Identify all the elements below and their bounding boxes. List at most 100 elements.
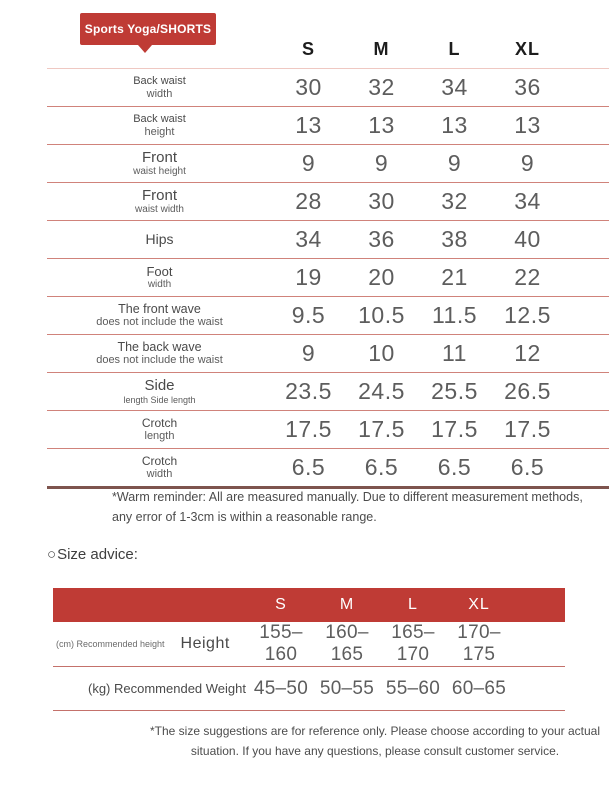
table-row: Front waist height 9 9 9 9 — [47, 144, 609, 183]
row-label-secondary: waist height — [133, 166, 186, 178]
size-value: 36 — [368, 226, 395, 252]
advice-value: 165–170 — [391, 622, 435, 665]
size-value: 30 — [295, 74, 322, 100]
size-value: 17.5 — [358, 416, 405, 442]
size-value: 6.5 — [364, 454, 399, 480]
size-value: 20 — [368, 264, 395, 290]
size-value: 10 — [368, 340, 395, 366]
advice-column-header-s: S — [275, 596, 287, 613]
table-row: Side length Side length 23.5 24.5 25.5 26… — [47, 372, 609, 411]
size-value: 9 — [301, 150, 316, 176]
size-value: 10.5 — [358, 302, 405, 328]
size-value: 22 — [514, 264, 541, 290]
size-value: 40 — [514, 226, 541, 252]
size-value: 34 — [295, 226, 322, 252]
row-label-secondary: length Side length — [123, 395, 196, 406]
advice-row-label-small: (cm) Recommended height — [56, 639, 165, 649]
warm-reminder-note: *Warm reminder: All are measured manuall… — [112, 490, 583, 524]
size-value: 28 — [295, 188, 322, 214]
row-label-primary: Front — [141, 186, 177, 204]
size-value: 34 — [514, 188, 541, 214]
size-value: 17.5 — [504, 416, 551, 442]
row-label: The back wave does not include the waist — [47, 334, 272, 373]
size-value: 26.5 — [504, 378, 551, 404]
size-value: 32 — [368, 74, 395, 100]
advice-column-header-l: L — [408, 596, 418, 613]
size-value: 6.5 — [510, 454, 545, 480]
advice-column-header-m: M — [339, 596, 355, 613]
size-value: 11 — [442, 340, 467, 366]
header-spacer — [47, 30, 272, 69]
row-label: Back waist height — [47, 106, 272, 145]
row-label-secondary: width — [146, 87, 173, 100]
row-label-primary: Foot — [146, 263, 173, 279]
size-header-row: S M L XL — [47, 30, 609, 69]
size-value: 19 — [295, 264, 322, 290]
size-advice-table: S M L XL (cm) Recommended height Height … — [53, 588, 565, 711]
advice-column-header-xl: XL — [468, 596, 490, 613]
row-label-secondary: does not include the waist — [96, 354, 223, 367]
row-label: Crotch width — [47, 448, 272, 489]
size-column-header-l: L — [418, 30, 491, 69]
advice-row-label: (cm) Recommended height Height — [53, 622, 248, 667]
table-row: Front waist width 28 30 32 34 — [47, 182, 609, 221]
table-row: The back wave does not include the waist … — [47, 334, 609, 373]
row-label: Front waist width — [47, 182, 272, 221]
row-label: The front wave does not include the waist — [47, 296, 272, 335]
circle-bullet-icon: ○ — [47, 546, 57, 563]
size-value: 9 — [374, 150, 389, 176]
size-value: 9 — [520, 150, 535, 176]
size-value: 9 — [447, 150, 462, 176]
size-value: 9 — [301, 340, 316, 366]
row-label: Crotch length — [47, 410, 272, 449]
advice-row-label-small: (kg) Recommended Weight — [88, 681, 246, 696]
size-value: 11.5 — [431, 302, 478, 328]
row-label-secondary: length — [144, 430, 175, 443]
table-row: Back waist width 30 32 34 36 — [47, 68, 609, 107]
size-advice-heading: ○ Size advice: — [47, 546, 138, 563]
advice-value: 170–175 — [457, 622, 501, 665]
size-value: 25.5 — [431, 378, 478, 404]
measurements-table: S M L XL Back waist width 30 32 34 36 Bac… — [47, 30, 609, 489]
size-value: 38 — [441, 226, 468, 252]
row-label-secondary: width — [146, 468, 173, 481]
table-row: Crotch length 17.5 17.5 17.5 17.5 — [47, 410, 609, 449]
row-label: Back waist width — [47, 68, 272, 107]
size-column-header-xl: XL — [491, 30, 564, 69]
header-spacer — [512, 588, 565, 622]
table-row: Crotch width 6.5 6.5 6.5 6.5 — [47, 448, 609, 489]
row-label-primary: Front — [141, 148, 177, 166]
size-value: 23.5 — [285, 378, 332, 404]
row-label: Hips — [47, 220, 272, 259]
size-value: 36 — [514, 74, 541, 100]
size-value: 34 — [441, 74, 468, 100]
row-label-secondary: width — [147, 279, 172, 291]
table-row: Foot width 19 20 21 22 — [47, 258, 609, 297]
row-label-primary: Hips — [145, 231, 174, 248]
size-value: 12 — [514, 340, 541, 366]
row-label-primary: Side — [144, 377, 175, 395]
row-label-primary: Back waist — [133, 112, 186, 125]
advice-value: 155–160 — [259, 622, 303, 665]
row-label-primary: The front wave — [118, 301, 201, 316]
row-label: Foot width — [47, 258, 272, 297]
row-label-primary: The back wave — [117, 339, 202, 354]
size-value: 6.5 — [291, 454, 326, 480]
advice-value: 160–165 — [325, 622, 369, 665]
advice-row-label-large: Height — [180, 635, 230, 652]
size-value: 13 — [441, 112, 468, 138]
size-value: 6.5 — [437, 454, 472, 480]
size-value: 32 — [441, 188, 468, 214]
size-value: 13 — [295, 112, 322, 138]
advice-header-row: S M L XL — [53, 588, 565, 622]
table-row: Hips 34 36 38 40 — [47, 220, 609, 259]
advice-value: 60–65 — [451, 677, 507, 699]
row-label: Side length Side length — [47, 372, 272, 411]
header-spacer — [564, 30, 609, 69]
advice-value: 50–55 — [319, 677, 375, 699]
size-value: 9.5 — [291, 302, 326, 328]
size-value: 17.5 — [431, 416, 478, 442]
table-row: (kg) Recommended Weight 45–50 50–55 55–6… — [53, 666, 565, 711]
table-row: Back waist height 13 13 13 13 — [47, 106, 609, 145]
size-value: 24.5 — [358, 378, 405, 404]
